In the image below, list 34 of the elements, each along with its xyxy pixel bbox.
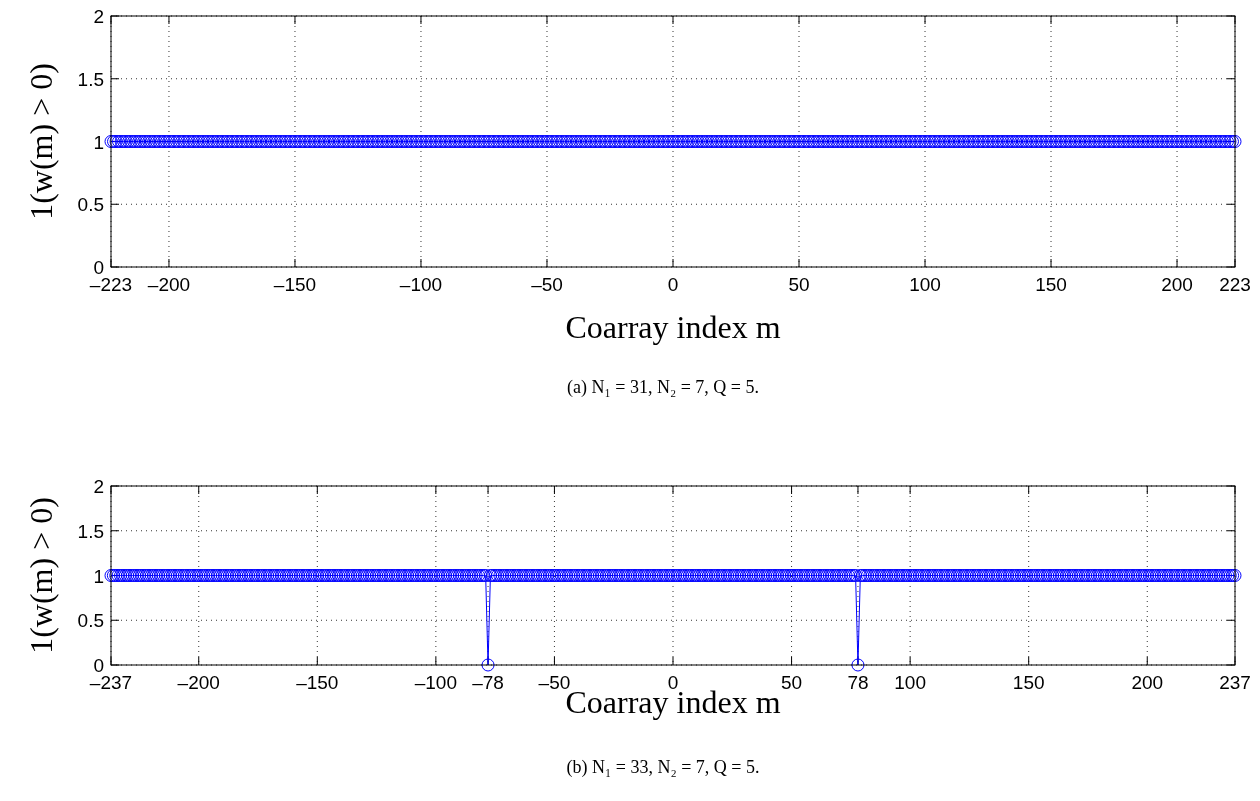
y-tick-label: 1	[93, 565, 104, 587]
y-axis-title: 1(w(m) > 0)	[23, 497, 59, 654]
x-tick-label: –150	[296, 672, 339, 693]
y-axis-title: 1(w(m) > 0)	[23, 63, 59, 220]
y-tick-label: 1	[93, 131, 104, 153]
x-tick-label: 0	[667, 274, 679, 295]
y-tick-label: 0.5	[77, 194, 104, 216]
x-tick-label: 78	[847, 672, 869, 693]
x-tick-label: 223	[1219, 274, 1251, 295]
x-tick-label: 50	[781, 672, 803, 693]
x-tick-label: –100	[399, 274, 443, 295]
x-tick-label: 200	[1131, 672, 1164, 693]
x-tick-label: –200	[177, 672, 220, 693]
x-tick-label: –150	[273, 274, 317, 295]
x-tick-label: 200	[1161, 274, 1193, 295]
x-tick-label: 50	[788, 274, 810, 295]
x-axis-title: Coarray index m	[565, 309, 781, 345]
x-tick-label: –78	[472, 672, 504, 693]
x-tick-label: 100	[909, 274, 941, 295]
y-tick-label: 1.5	[77, 520, 104, 542]
x-tick-label: 0	[667, 672, 679, 693]
x-tick-label: 237	[1219, 672, 1251, 693]
y-tick-label: 1.5	[77, 68, 104, 90]
x-tick-label: 100	[894, 672, 926, 693]
text: (a) N₁ = 31, N₂ = 7, Q = 5.	[567, 377, 759, 398]
y-tick-label: 2	[93, 476, 104, 497]
y-tick-label: 2	[93, 6, 104, 27]
x-tick-label: –50	[531, 274, 563, 295]
x-tick-label: –200	[147, 274, 191, 295]
text: (b) N₁ = 33, N₂ = 7, Q = 5.	[566, 757, 760, 778]
y-tick-label: 0.5	[77, 610, 104, 632]
x-tick-label: –100	[414, 672, 458, 693]
x-tick-label: 150	[1012, 672, 1045, 693]
x-tick-label: 150	[1035, 274, 1067, 295]
